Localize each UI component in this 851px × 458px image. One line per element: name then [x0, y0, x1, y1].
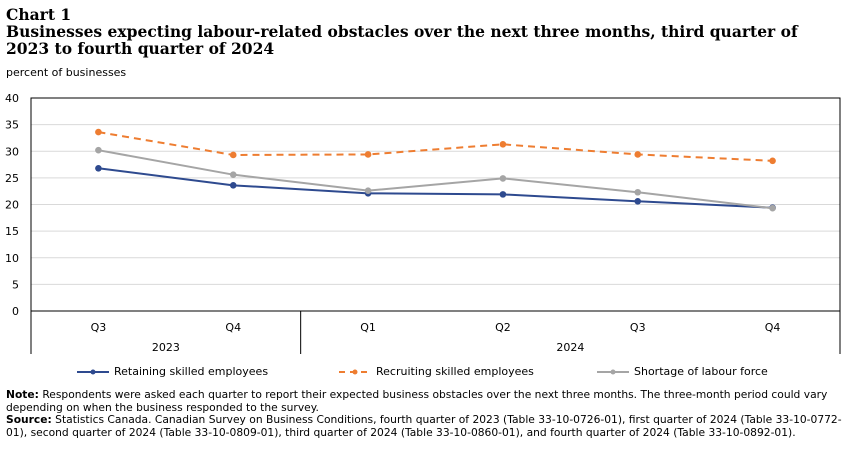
series-line: [98, 167, 773, 209]
legend-item: Shortage of labour force: [596, 365, 768, 378]
data-point: [229, 151, 237, 159]
series-recruiting-skilled-employees: [95, 128, 776, 165]
y-tick-label: 40: [5, 92, 19, 105]
series-line: [98, 131, 773, 162]
legend-label: Shortage of labour force: [634, 365, 768, 378]
data-point: [769, 157, 776, 165]
year-label: 2024: [556, 341, 584, 354]
note-text: Respondents were asked each quarter to r…: [6, 388, 828, 414]
data-point: [499, 175, 507, 182]
x-tick-label: Q2: [495, 321, 511, 334]
x-tick-label: Q1: [360, 321, 376, 334]
note-label: Note:: [6, 388, 39, 401]
footnotes: Note: Respondents were asked each quarte…: [6, 388, 846, 439]
y-tick-label: 10: [5, 252, 19, 265]
legend-label: Retaining skilled employees: [114, 365, 269, 378]
series-line: [98, 149, 773, 210]
legend-marker: [352, 369, 358, 374]
line-chart: 0 5 10 15 20 25 30 35 40 2023 2024 Q3 Q4 Q1 Q2 Q3 Q4: [5, 92, 841, 354]
plot-area-border: [30, 97, 841, 312]
legend-item: Recruiting skilled employees: [338, 365, 534, 378]
data-point: [634, 151, 642, 158]
y-tick-label: 30: [5, 145, 19, 158]
legend-swatch: [339, 369, 371, 374]
source: Source: Statistics Canada. Canadian Surv…: [6, 413, 846, 439]
y-axis-label: percent of businesses: [6, 66, 127, 79]
chart-title: Chart 1 Businesses expecting labour-rela…: [6, 6, 846, 57]
data-point: [95, 146, 102, 154]
year-label: 2023: [152, 341, 180, 354]
y-tick-label: 15: [5, 225, 19, 238]
data-point: [499, 191, 507, 198]
x-tick-label: Q4: [765, 321, 781, 334]
y-tick-label: 25: [5, 172, 19, 185]
legend: Retaining skilled employees Recruiting sk…: [0, 365, 851, 381]
data-point: [364, 151, 372, 158]
data-point: [364, 187, 372, 194]
legend-swatch: [597, 369, 629, 374]
note: Note: Respondents were asked each quarte…: [6, 388, 846, 414]
x-tick-label: Q3: [630, 321, 646, 334]
y-tick-label: 20: [5, 199, 19, 212]
y-tick-label: 35: [5, 119, 19, 132]
legend-marker: [610, 369, 616, 374]
chart-heading: Businesses expecting labour-related obst…: [6, 22, 798, 58]
legend-swatch: [77, 369, 109, 374]
source-text: Statistics Canada. Canadian Survey on Bu…: [6, 413, 842, 439]
legend-marker: [90, 369, 96, 374]
y-tick-label: 0: [12, 305, 19, 318]
legend-label: Recruiting skilled employees: [376, 365, 534, 378]
data-point: [95, 164, 102, 172]
y-tick-label: 5: [12, 278, 19, 291]
x-tick-label: Q3: [91, 321, 107, 334]
series-shortage-of-labour-force: [95, 146, 776, 212]
data-point: [95, 128, 102, 136]
source-label: Source:: [6, 413, 52, 426]
data-point: [229, 171, 237, 178]
data-point: [634, 188, 642, 196]
data-point: [769, 204, 776, 212]
legend-item: Retaining skilled employees: [76, 365, 268, 378]
data-point: [499, 141, 507, 148]
x-tick-label: Q4: [225, 321, 241, 334]
data-point: [634, 198, 642, 205]
data-point: [229, 182, 237, 189]
chart-number: Chart 1: [6, 5, 72, 24]
